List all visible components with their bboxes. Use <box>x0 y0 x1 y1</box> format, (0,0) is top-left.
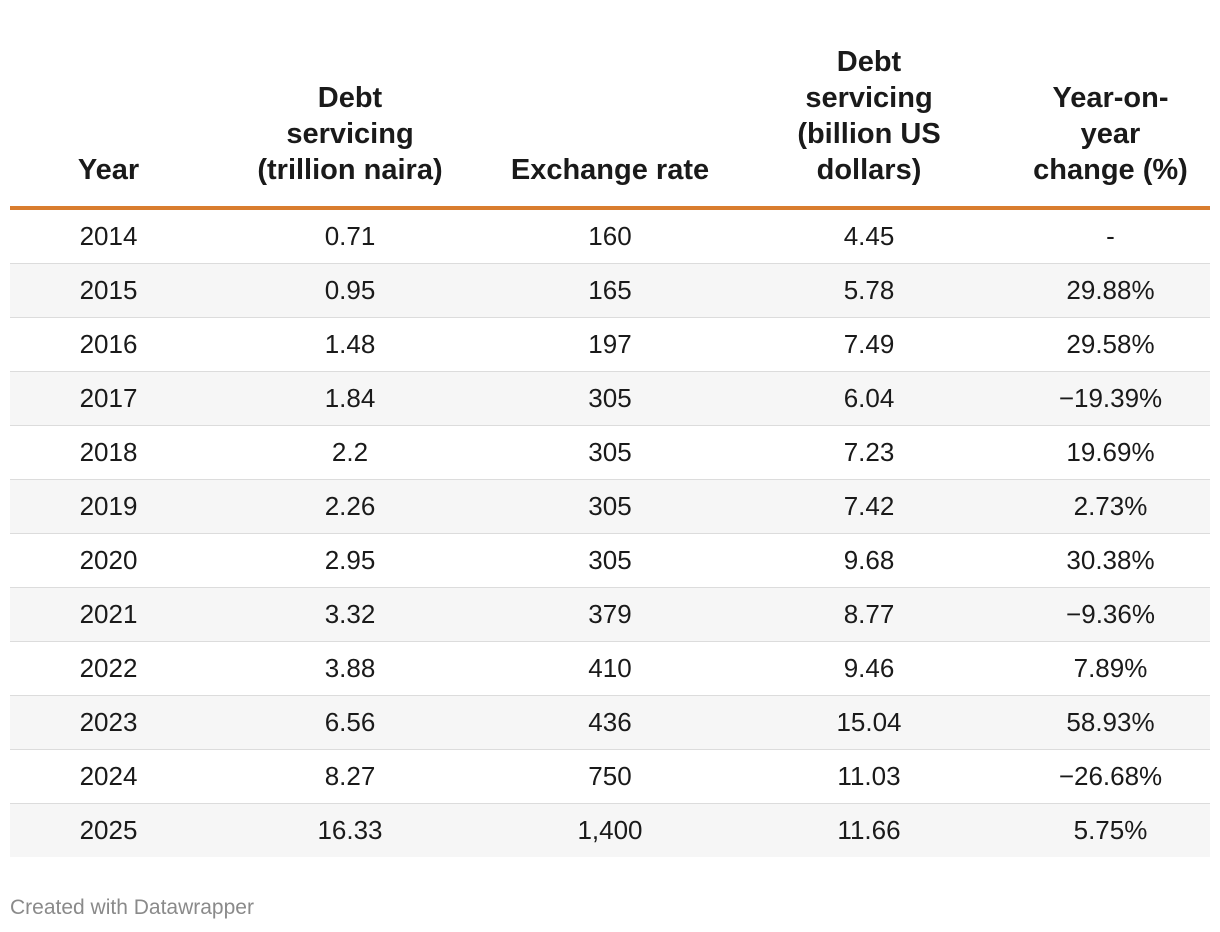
cell-yoy: −9.36% <box>1011 587 1210 642</box>
column-header-line: dollars) <box>816 154 922 186</box>
cell-year: 2024 <box>10 749 207 804</box>
table-row: 2020 2.95 305 9.68 30.38% <box>10 533 1210 588</box>
cell-exchange-rate: 305 <box>493 479 727 534</box>
column-header-line: year <box>1080 118 1141 150</box>
cell-exchange-rate: 305 <box>493 371 727 426</box>
cell-year: 2018 <box>10 425 207 480</box>
cell-debt-usd: 9.68 <box>727 533 1011 588</box>
table-row: 2014 0.71 160 4.45- <box>10 208 1210 264</box>
cell-debt-usd: 4.45 <box>727 208 1011 264</box>
cell-exchange-rate: 1,400 <box>493 803 727 857</box>
cell-year: 2021 <box>10 587 207 642</box>
column-header-exchange-rate: Exchange rate <box>493 44 727 210</box>
column-header-line: Debt <box>317 82 383 114</box>
table-row: 2021 3.32 379 8.77 −9.36% <box>10 587 1210 642</box>
cell-debt-usd: 6.04 <box>727 371 1011 426</box>
table-header: Year Debt servicing (trillion naira) Exchang… <box>10 44 1210 210</box>
column-header-line: Exchange rate <box>510 154 710 186</box>
cell-exchange-rate: 750 <box>493 749 727 804</box>
cell-debt-usd: 11.66 <box>727 803 1011 857</box>
cell-yoy: 58.93% <box>1011 695 1210 750</box>
cell-year: 2016 <box>10 317 207 372</box>
cell-debt-usd: 9.46 <box>727 641 1011 696</box>
cell-exchange-rate: 305 <box>493 533 727 588</box>
cell-debt-usd: 5.78 <box>727 263 1011 318</box>
cell-yoy: 29.88% <box>1011 263 1210 318</box>
table-row: 2018 2.2 305 7.23 19.69% <box>10 425 1210 480</box>
cell-exchange-rate: 197 <box>493 317 727 372</box>
column-header-line: change (%) <box>1033 154 1188 186</box>
cell-exchange-rate: 160 <box>493 208 727 264</box>
cell-debt-naira: 16.33 <box>207 803 493 857</box>
cell-debt-naira: 2.26 <box>207 479 493 534</box>
cell-year: 2020 <box>10 533 207 588</box>
cell-year: 2015 <box>10 263 207 318</box>
column-header-line: (trillion naira) <box>257 154 443 186</box>
column-header-line: Year <box>77 154 140 186</box>
cell-yoy: 5.75% <box>1011 803 1210 857</box>
cell-debt-naira: 2.2 <box>207 425 493 480</box>
cell-debt-naira: 8.27 <box>207 749 493 804</box>
cell-year: 2017 <box>10 371 207 426</box>
cell-exchange-rate: 410 <box>493 641 727 696</box>
table-row: 2022 3.88 410 9.46 7.89% <box>10 641 1210 696</box>
table-row: 2015 0.95 165 5.78 29.88% <box>10 263 1210 318</box>
table-body: 2014 0.71 160 4.45-2015 0.95 165 5.78 29.88% 201… <box>10 208 1210 857</box>
cell-yoy: 7.89% <box>1011 641 1210 696</box>
column-header-line: (billion US <box>797 118 941 150</box>
cell-yoy: - <box>1011 208 1210 264</box>
cell-yoy: −26.68% <box>1011 749 1210 804</box>
cell-debt-naira: 0.71 <box>207 208 493 264</box>
data-table-container: Year Debt servicing (trillion naira) Exchang… <box>10 44 1210 857</box>
column-header-debt-naira: Debt servicing (trillion naira) <box>207 44 493 210</box>
cell-exchange-rate: 305 <box>493 425 727 480</box>
cell-yoy: −19.39% <box>1011 371 1210 426</box>
table-row: 2016 1.48 197 7.49 29.58% <box>10 317 1210 372</box>
table-row: 2025 16.33 1,400 11.66 5.75% <box>10 803 1210 857</box>
cell-yoy: 30.38% <box>1011 533 1210 588</box>
table-row: 2019 2.26 305 7.42 2.73% <box>10 479 1210 534</box>
table-row: 2017 1.84 305 6.04 −19.39% <box>10 371 1210 426</box>
cell-debt-naira: 1.48 <box>207 317 493 372</box>
datawrapper-credit: Created with Datawrapper <box>10 896 254 919</box>
cell-debt-usd: 15.04 <box>727 695 1011 750</box>
debt-servicing-table: Year Debt servicing (trillion naira) Exchang… <box>10 44 1210 857</box>
cell-debt-naira: 2.95 <box>207 533 493 588</box>
cell-year: 2025 <box>10 803 207 857</box>
column-header-line: servicing <box>286 118 414 150</box>
cell-debt-naira: 6.56 <box>207 695 493 750</box>
column-header-year: Year <box>10 44 207 210</box>
cell-debt-usd: 7.23 <box>727 425 1011 480</box>
cell-yoy: 19.69% <box>1011 425 1210 480</box>
cell-debt-usd: 7.49 <box>727 317 1011 372</box>
column-header-line: Year-on- <box>1052 82 1169 114</box>
cell-exchange-rate: 436 <box>493 695 727 750</box>
cell-debt-naira: 3.88 <box>207 641 493 696</box>
cell-year: 2019 <box>10 479 207 534</box>
cell-exchange-rate: 379 <box>493 587 727 642</box>
cell-year: 2014 <box>10 208 207 264</box>
table-row: 2023 6.56 436 15.04 58.93% <box>10 695 1210 750</box>
cell-debt-usd: 7.42 <box>727 479 1011 534</box>
column-header-yoy: Year-on-year change (%) <box>1011 44 1210 210</box>
table-row: 2024 8.27 750 11.03 −26.68% <box>10 749 1210 804</box>
column-header-line: servicing <box>805 82 933 114</box>
cell-debt-naira: 1.84 <box>207 371 493 426</box>
cell-debt-usd: 11.03 <box>727 749 1011 804</box>
cell-year: 2022 <box>10 641 207 696</box>
cell-debt-naira: 0.95 <box>207 263 493 318</box>
column-header-line: Debt <box>836 46 902 78</box>
cell-debt-naira: 3.32 <box>207 587 493 642</box>
column-header-debt-usd: Debt servicing (billion US dollars) <box>727 44 1011 210</box>
cell-debt-usd: 8.77 <box>727 587 1011 642</box>
cell-exchange-rate: 165 <box>493 263 727 318</box>
cell-yoy: 2.73% <box>1011 479 1210 534</box>
cell-year: 2023 <box>10 695 207 750</box>
header-row: Year Debt servicing (trillion naira) Exchang… <box>10 44 1210 210</box>
cell-yoy: 29.58% <box>1011 317 1210 372</box>
